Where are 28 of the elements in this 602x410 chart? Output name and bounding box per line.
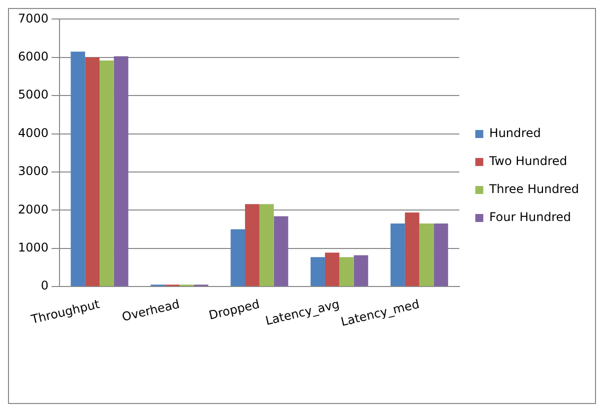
bar xyxy=(339,257,354,286)
bar xyxy=(390,224,405,286)
legend-label: Hundred xyxy=(489,126,541,140)
bar xyxy=(70,52,86,286)
y-tick-label: 0 xyxy=(40,278,49,293)
bar xyxy=(259,204,274,286)
y-tick-label: 2000 xyxy=(18,202,49,216)
bar xyxy=(114,56,128,286)
bar xyxy=(324,252,340,286)
y-tick-label: 1000 xyxy=(18,240,49,255)
bar xyxy=(404,212,420,286)
legend-label: Four Hundred xyxy=(489,210,571,224)
y-tick-label: 5000 xyxy=(18,88,49,102)
bar xyxy=(419,224,434,286)
bar xyxy=(230,229,246,286)
y-tick-label: 7000 xyxy=(18,11,49,26)
y-tick-label: 3000 xyxy=(18,164,49,178)
y-tick-label: 6000 xyxy=(18,50,49,64)
legend-label: Two Hundred xyxy=(488,154,568,168)
bar xyxy=(274,216,288,286)
bar xyxy=(434,224,448,286)
bar xyxy=(85,57,100,286)
bar xyxy=(354,255,368,286)
bar xyxy=(310,257,325,286)
bar xyxy=(245,204,260,286)
legend-label: Three Hundred xyxy=(488,182,580,196)
bar xyxy=(100,60,114,286)
y-tick-label: 4000 xyxy=(18,126,49,140)
